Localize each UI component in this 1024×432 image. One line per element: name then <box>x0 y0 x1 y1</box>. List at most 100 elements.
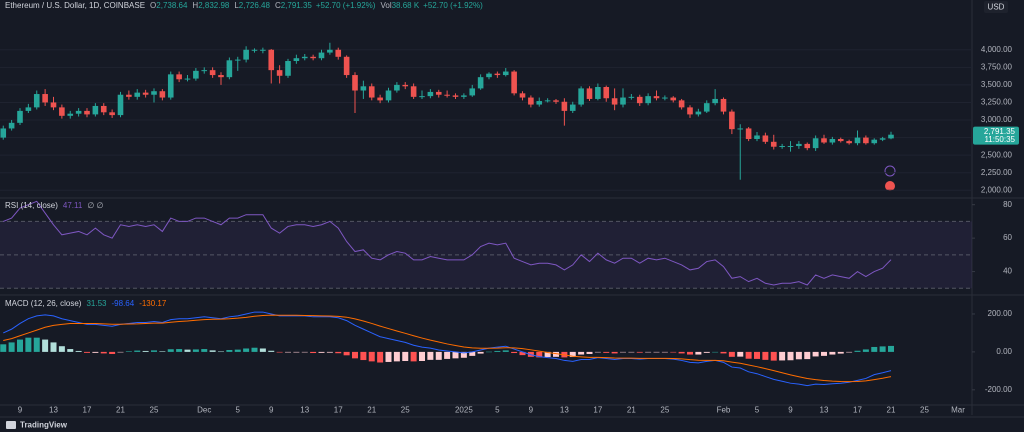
y-tick-label: 0.00 <box>996 347 1012 356</box>
histogram-bar <box>243 348 250 352</box>
histogram-bar <box>888 345 894 352</box>
histogram-bar <box>218 351 224 353</box>
candle-body <box>712 98 718 104</box>
histogram-bar <box>352 351 358 359</box>
pane-header: RSI (14, close) 47.11 ∅ ∅ <box>5 201 104 210</box>
histogram-bar <box>720 351 727 354</box>
candle-body <box>837 138 844 142</box>
x-tick-label: 25 <box>401 406 410 415</box>
histogram-bar <box>837 351 844 354</box>
y-tick-label: 3,000.00 <box>981 115 1013 124</box>
candle-body <box>151 91 157 95</box>
candle-body <box>100 105 107 113</box>
histogram-bar <box>444 351 451 359</box>
y-tick-label: 40 <box>1003 267 1012 276</box>
histogram-bar <box>226 350 233 352</box>
candle-body <box>67 113 74 116</box>
histogram-bar <box>293 351 300 353</box>
histogram-bar <box>75 350 82 352</box>
x-tick-label: Mar <box>951 406 965 415</box>
histogram-bar <box>192 349 199 352</box>
candle-body <box>729 111 735 130</box>
histogram-bar <box>695 351 702 355</box>
candle-body <box>528 97 534 105</box>
histogram-bar <box>142 350 149 352</box>
histogram-bar <box>645 351 652 353</box>
histogram-bar <box>594 351 601 353</box>
x-tick-label: 21 <box>367 406 376 415</box>
histogram-bar <box>310 351 317 354</box>
histogram-bar <box>402 351 409 361</box>
candle-body <box>243 49 249 60</box>
candle-body <box>360 86 367 91</box>
histogram-bar <box>419 351 425 361</box>
histogram-bar <box>628 351 635 353</box>
ohlc-value: 2,738.64 <box>156 1 188 10</box>
candle-body <box>201 70 208 72</box>
candle-body <box>126 94 132 97</box>
histogram-bar <box>452 351 459 359</box>
y-tick-label: 2,250.00 <box>981 168 1013 177</box>
histogram-bar <box>846 351 853 353</box>
histogram-bar <box>377 351 384 363</box>
candle-body <box>368 86 375 98</box>
candle-body <box>226 60 233 78</box>
candle-body <box>335 49 342 57</box>
histogram-bar <box>368 351 375 362</box>
currency-button[interactable] <box>984 1 1008 13</box>
candle-body <box>720 98 727 112</box>
pane-extra: ∅ ∅ <box>87 201 103 210</box>
x-tick-label: 9 <box>529 406 534 415</box>
histogram-bar <box>603 351 610 353</box>
candle-body <box>762 135 769 142</box>
histogram-bar <box>84 351 90 353</box>
histogram-bar <box>234 349 241 352</box>
candle-body <box>628 96 635 98</box>
ohlc-value: 2,791.35 <box>281 1 313 10</box>
candle-body <box>553 100 559 102</box>
event-icon[interactable] <box>884 165 896 177</box>
x-tick-label: 13 <box>300 406 309 415</box>
candle-body <box>611 98 618 105</box>
histogram-bar <box>661 351 668 353</box>
candle-body <box>42 94 48 103</box>
histogram-bar <box>745 351 752 359</box>
candle-body <box>385 90 392 101</box>
candle-body <box>218 75 224 78</box>
histogram-bar <box>109 351 116 354</box>
candle-body <box>285 61 291 76</box>
histogram-value: 31.53 <box>86 299 107 308</box>
volume-change: +52.70 (+1.92%) <box>423 1 483 10</box>
candle-body <box>176 74 182 80</box>
candle-body <box>377 97 383 101</box>
candle-body <box>159 91 166 98</box>
histogram-bar <box>0 344 7 352</box>
candle-body <box>461 95 467 97</box>
candle-body <box>854 137 861 144</box>
histogram-bar <box>795 351 802 360</box>
candle-body <box>863 137 869 144</box>
event-icon[interactable] <box>885 181 895 191</box>
histogram-bar <box>393 351 400 362</box>
histogram-bar <box>410 351 417 362</box>
currency[interactable]: USD <box>988 3 1005 12</box>
candle-body <box>268 49 275 71</box>
histogram-bar <box>687 351 693 355</box>
histogram-bar <box>854 350 861 352</box>
candle-body <box>745 128 752 139</box>
x-tick-label: 13 <box>49 406 58 415</box>
histogram-bar <box>343 351 350 356</box>
candle-body <box>293 58 300 62</box>
candle-body <box>804 143 811 149</box>
histogram-bar <box>58 346 65 352</box>
histogram-bar <box>251 347 258 352</box>
ohlc-value: 2,726.48 <box>239 1 271 10</box>
candle-body <box>167 74 174 98</box>
x-tick-label: 2025 <box>455 406 473 415</box>
histogram-bar <box>8 342 15 352</box>
candle-body <box>84 110 90 115</box>
x-tick-label: 9 <box>788 406 793 415</box>
histogram-bar <box>259 348 266 352</box>
histogram-bar <box>812 351 819 357</box>
